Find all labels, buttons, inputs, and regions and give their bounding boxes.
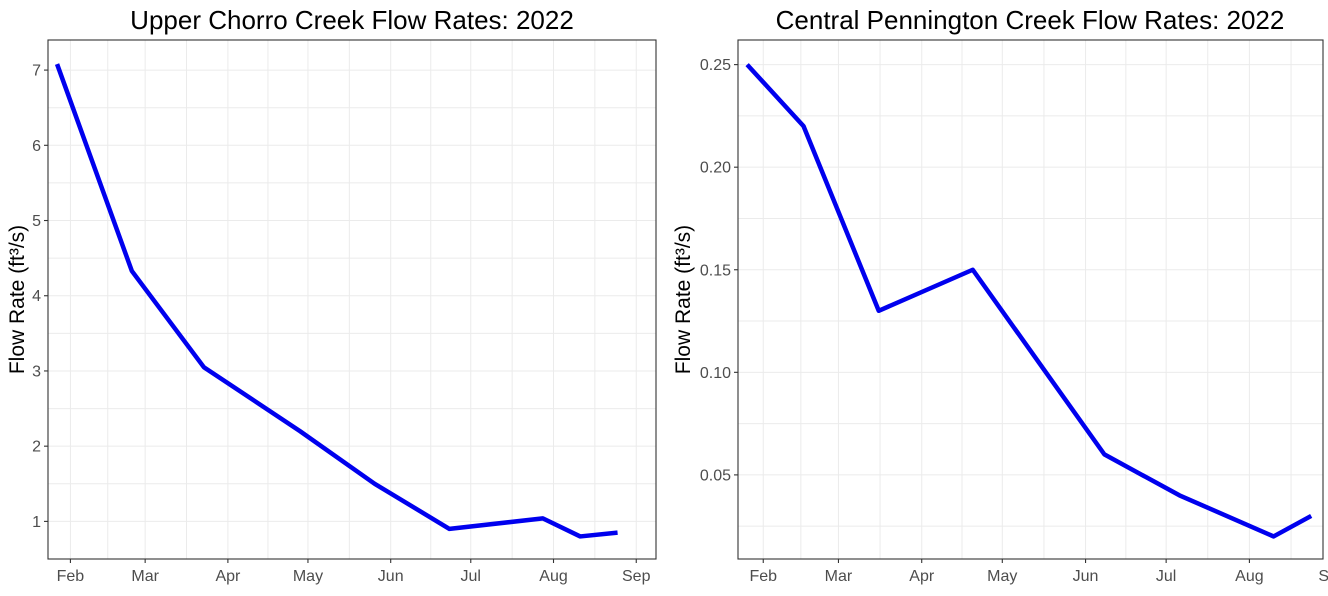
y-tick-label: 2 (32, 439, 41, 456)
x-tick-label: Sep (622, 568, 651, 585)
x-tick-label: Mar (131, 568, 159, 585)
x-tick-label: Apr (909, 568, 935, 585)
chart-title: Central Pennington Creek Flow Rates: 202… (776, 5, 1285, 35)
flow-rate-line (747, 65, 1311, 537)
x-tick-label: Feb (57, 568, 85, 585)
x-tick-label: Jul (461, 568, 481, 585)
panel-border (738, 40, 1323, 559)
y-tick-label: 0.10 (700, 365, 731, 382)
x-tick-label: Jun (378, 568, 404, 585)
x-tick-label: Feb (749, 568, 777, 585)
y-tick-label: 5 (32, 213, 41, 230)
x-tick-label: Sep (1318, 568, 1328, 585)
x-tick-label: Aug (539, 568, 567, 585)
y-tick-label: 1 (32, 514, 41, 531)
chart-panel-1: 1 2 3 4 5 6 7 Feb Mar Apr May Jun Jul Aug Sep Upper Cho… (6, 5, 656, 585)
chart-panel-2: 0.05 0.10 0.15 0.20 0.25 Feb Mar Apr May Jun Jul Au… (672, 5, 1328, 585)
y-tick-label: 4 (32, 288, 41, 305)
y-axis-label: Flow Rate (ft³/s) (672, 225, 695, 374)
x-tick-label: Mar (825, 568, 853, 585)
y-tick-label: 0.05 (700, 467, 731, 484)
x-tick-label: Aug (1235, 568, 1263, 585)
y-tick-label: 0.15 (700, 262, 731, 279)
x-tick-label: Jun (1073, 568, 1099, 585)
y-tick-label: 6 (32, 138, 41, 155)
y-tick-label: 7 (32, 63, 41, 80)
x-tick-label: May (987, 568, 1017, 585)
chart-title: Upper Chorro Creek Flow Rates: 2022 (130, 5, 574, 35)
x-tick-label: Jul (1156, 568, 1176, 585)
panel-border (48, 40, 656, 559)
flow-rate-line (57, 64, 618, 536)
y-tick-label: 0.25 (700, 57, 731, 74)
y-tick-label: 3 (32, 363, 41, 380)
y-axis-label: Flow Rate (ft³/s) (6, 225, 29, 374)
y-tick-label: 0.20 (700, 160, 731, 177)
x-tick-label: Apr (215, 568, 241, 585)
x-tick-label: May (293, 568, 323, 585)
